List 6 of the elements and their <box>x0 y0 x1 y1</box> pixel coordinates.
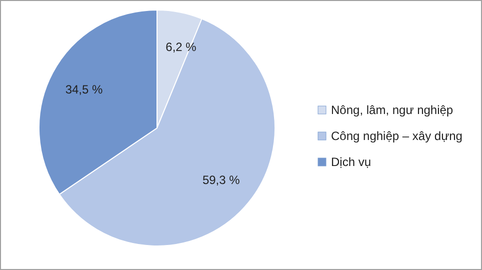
legend-label: Nông, lâm, ngư nghiệp <box>331 103 454 117</box>
data-label: 6,2 % <box>166 40 197 54</box>
data-label: 34,5 % <box>65 82 104 96</box>
legend-label: Công nghiệp – xây dựng <box>331 129 462 143</box>
data-label: 59,3 % <box>202 173 240 188</box>
legend-label: Dịch vụ <box>331 155 372 169</box>
